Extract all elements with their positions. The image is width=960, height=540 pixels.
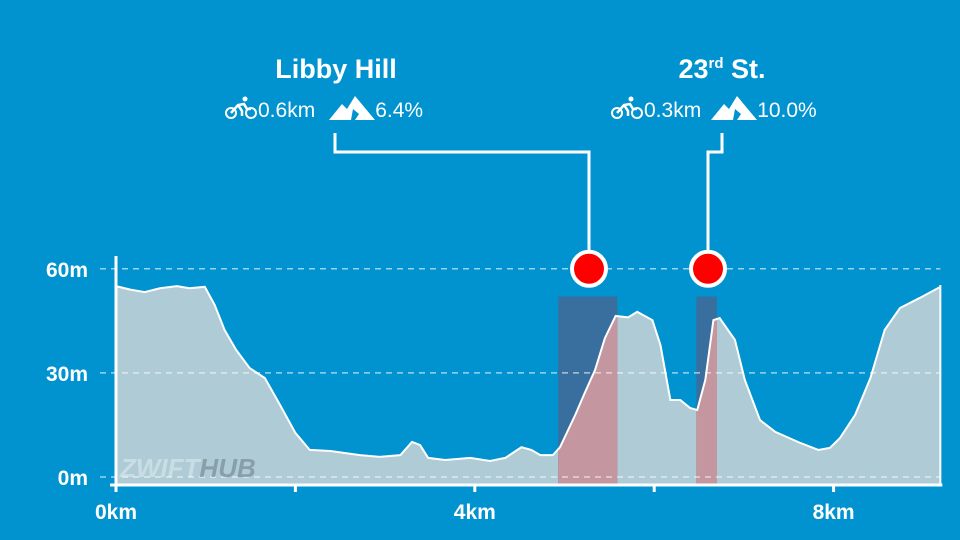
- mountain-icon: [329, 96, 376, 126]
- climb-marker: [689, 249, 727, 288]
- x-tick-label: 4km: [454, 501, 496, 524]
- climb-name: 23: [678, 54, 709, 84]
- climb-marker: [570, 249, 608, 288]
- y-tick-label: 0m: [58, 467, 88, 490]
- elevation-line: [115, 285, 941, 463]
- climb-stats-23rd-st: 0.3km 10.0%: [610, 96, 817, 126]
- climb-distance: 0.6km: [258, 99, 316, 122]
- y-tick-label: 30m: [46, 363, 88, 386]
- watermark-logo: ZWIFTHUB: [119, 453, 256, 483]
- segment-climb-area-0: [558, 315, 618, 485]
- climb-distance: 0.3km: [644, 99, 702, 122]
- climb-gradient: 6.4%: [375, 99, 424, 122]
- elevation-area: [116, 286, 941, 485]
- mountain-icon: [711, 96, 758, 126]
- x-tick-label: 8km: [813, 501, 855, 524]
- climb-title-23rd-st: 23rd St.: [602, 54, 842, 85]
- bicycle-icon: [224, 96, 258, 126]
- climb-connector-line: [333, 133, 591, 250]
- climb-title-libby-hill: Libby Hill: [275, 54, 397, 84]
- climb-stats-libby-hill: 0.6km 6.4%: [224, 96, 423, 126]
- segment-climb-area-1: [696, 318, 717, 485]
- x-tick-label: 0km: [95, 501, 137, 524]
- climb-connector-line: [706, 133, 724, 250]
- bicycle-icon: [610, 96, 644, 126]
- climb-name-sup: rd: [708, 55, 724, 72]
- climb-gradient: 10.0%: [757, 99, 817, 122]
- climb-name-rest: St.: [723, 54, 766, 84]
- y-tick-label: 60m: [46, 259, 88, 282]
